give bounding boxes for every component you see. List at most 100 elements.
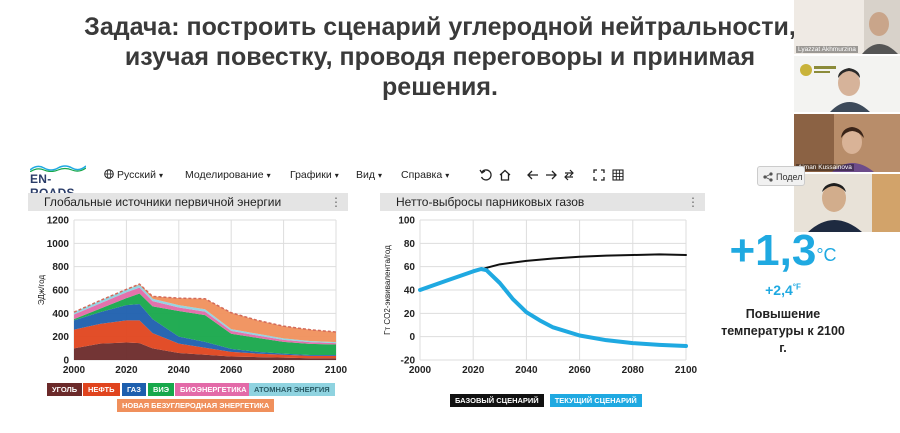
total-outline — [73, 283, 337, 333]
kebab-menu-icon[interactable]: ⋮ — [687, 195, 699, 209]
legend-renewables[interactable]: ВИЭ — [148, 383, 175, 396]
slide-title: Задача: построить сценарий углеродной не… — [60, 12, 820, 102]
kebab-menu-icon[interactable]: ⋮ — [330, 195, 342, 209]
primary-energy-chart[interactable]: 0 200 400 600 800 1000 1200 2000 2020 2040 2060 208… — [28, 212, 348, 382]
participant-video-icon — [794, 0, 900, 54]
net-emissions-chart[interactable]: -20 0 20 40 60 80 100 2000 2020 2040 2060 2080 2100 Г… — [376, 212, 706, 384]
legend-gas[interactable]: ГАЗ — [122, 383, 146, 396]
temperature-celsius-unit: °C — [816, 245, 837, 265]
y-tick-label: 80 — [404, 239, 416, 250]
y-tick-label: 0 — [63, 356, 69, 367]
en-roads-logo[interactable]: EN-ROADS — [28, 163, 88, 200]
x-tick-label: 2060 — [568, 365, 591, 376]
right-panel-header[interactable]: Нетто-выбросы парниковых газов ⋮ — [380, 193, 705, 211]
x-tick-label: 2040 — [515, 365, 538, 376]
area-series-4 — [74, 293, 336, 355]
slide-title-line-1: Задача: построить сценарий углеродной не… — [84, 13, 796, 41]
temperature-celsius: +1,3°C — [718, 228, 848, 274]
chevron-down-icon: ▾ — [445, 171, 450, 180]
participant-video-icon — [794, 56, 900, 112]
y-tick-label: 800 — [52, 262, 69, 273]
x-tick-label: 2100 — [675, 365, 698, 376]
participant-name: Aiman Kussainova — [796, 164, 854, 171]
chevron-down-icon: ▾ — [266, 171, 271, 180]
app-toolbar: EN-ROADS Русский▾ Моделирование▾ Графики… — [28, 160, 668, 200]
temperature-fahrenheit: +2,4°F — [718, 282, 848, 298]
x-tick-label: 2020 — [115, 365, 138, 376]
menu-language[interactable]: Русский ▾ — [104, 169, 163, 181]
x-tick-label: 2020 — [462, 365, 485, 376]
grid-icon[interactable] — [611, 168, 625, 182]
participant-name: Lyazzat Akhmurzina — [796, 46, 858, 53]
video-tile-1[interactable]: Lyazzat Akhmurzina — [794, 0, 900, 54]
chevron-down-icon: ▾ — [334, 171, 339, 180]
x-tick-label: 2000 — [63, 365, 86, 376]
menu-help-label: Справка — [401, 169, 443, 181]
legend-nuclear[interactable]: АТОМНАЯ ЭНЕРГИЯ — [249, 383, 335, 396]
video-tile-2[interactable] — [794, 56, 900, 112]
temperature-celsius-value: +1,3 — [729, 226, 817, 275]
fullscreen-icon[interactable] — [592, 168, 606, 182]
y-tick-label: 1000 — [47, 239, 70, 250]
area-series-2 — [74, 320, 336, 359]
video-tile-4[interactable] — [794, 174, 900, 232]
y-tick-label: 100 — [398, 216, 415, 227]
globe-icon — [104, 169, 114, 179]
y-axis-label: ЭДж/год — [37, 275, 46, 305]
y-tick-label: -20 — [401, 356, 416, 367]
home-icon[interactable] — [498, 168, 512, 182]
left-panel-header[interactable]: Глобальные источники первичной энергии ⋮ — [28, 193, 348, 211]
share-button[interactable]: Подел — [757, 166, 805, 186]
left-chart-legend: УГОЛЬ НЕФТЬ ГАЗ ВИЭ БИОЭНЕРГЕТИКА АТОМНА… — [47, 383, 347, 413]
x-tick-label: 2060 — [220, 365, 243, 376]
legend-new-zero-carbon[interactable]: НОВАЯ БЕЗУГЛЕРОДНАЯ ЭНЕРГЕТИКА — [117, 399, 275, 412]
legend-baseline-scenario[interactable]: БАЗОВЫЙ СЦЕНАРИЙ — [450, 394, 544, 407]
menu-language-label: Русский — [117, 169, 156, 181]
undo-icon[interactable] — [479, 168, 493, 182]
menu-modeling[interactable]: Моделирование ▾ — [185, 169, 271, 181]
legend-current-scenario[interactable]: ТЕКУЩИЙ СЦЕНАРИЙ — [549, 394, 642, 407]
y-tick-label: 0 — [409, 332, 415, 343]
menu-view-label: Вид — [356, 169, 375, 181]
x-tick-label: 2100 — [325, 365, 348, 376]
x-tick-label: 2080 — [622, 365, 645, 376]
line-series-2 — [418, 267, 688, 348]
x-tick-label: 2000 — [409, 365, 432, 376]
participant-video-icon — [794, 174, 900, 232]
y-tick-label: 600 — [52, 286, 69, 297]
legend-oil[interactable]: НЕФТЬ — [83, 383, 120, 396]
slide-title-line-3: решения. — [382, 73, 498, 101]
video-tile-3[interactable]: Aiman Kussainova — [794, 114, 900, 172]
y-axis-label: Гт CO2-эквивалента/год — [383, 245, 392, 335]
y-tick-label: 400 — [52, 309, 69, 320]
temperature-fahrenheit-unit: °F — [792, 282, 801, 292]
forward-arrow-icon[interactable] — [544, 168, 558, 182]
share-icon — [763, 172, 773, 182]
menu-graphs-label: Графики — [290, 169, 332, 181]
legend-coal[interactable]: УГОЛЬ — [47, 383, 83, 396]
chevron-down-icon: ▾ — [378, 171, 383, 180]
left-panel-title: Глобальные источники первичной энергии — [44, 195, 282, 209]
menu-graphs[interactable]: Графики ▾ — [290, 169, 339, 181]
y-tick-label: 60 — [404, 262, 416, 273]
chevron-down-icon: ▾ — [158, 171, 163, 180]
back-arrow-icon[interactable] — [526, 168, 540, 182]
menu-modeling-label: Моделирование — [185, 169, 264, 181]
x-tick-label: 2080 — [272, 365, 295, 376]
x-tick-label: 2040 — [168, 365, 191, 376]
area-series-1 — [74, 342, 336, 360]
swap-icon[interactable] — [562, 168, 576, 182]
line-series-1 — [419, 253, 687, 291]
menu-help[interactable]: Справка ▾ — [401, 169, 449, 181]
menu-view[interactable]: Вид ▾ — [356, 169, 382, 181]
participant-video-icon — [794, 114, 900, 172]
logo-wave-icon — [30, 165, 86, 172]
temperature-fahrenheit-value: +2,4 — [765, 282, 793, 298]
legend-bioenergy[interactable]: БИОЭНЕРГЕТИКА — [175, 383, 252, 396]
primary-energy-chart-svg: 0 200 400 600 800 1000 1200 2000 2020 2040 2060 208… — [37, 216, 348, 377]
area-series-3 — [74, 304, 336, 356]
temperature-description: Повышение температуры к 2100 г. — [721, 307, 845, 355]
area-series-7 — [74, 284, 336, 343]
right-panel-title: Нетто-выбросы парниковых газов — [396, 195, 585, 209]
